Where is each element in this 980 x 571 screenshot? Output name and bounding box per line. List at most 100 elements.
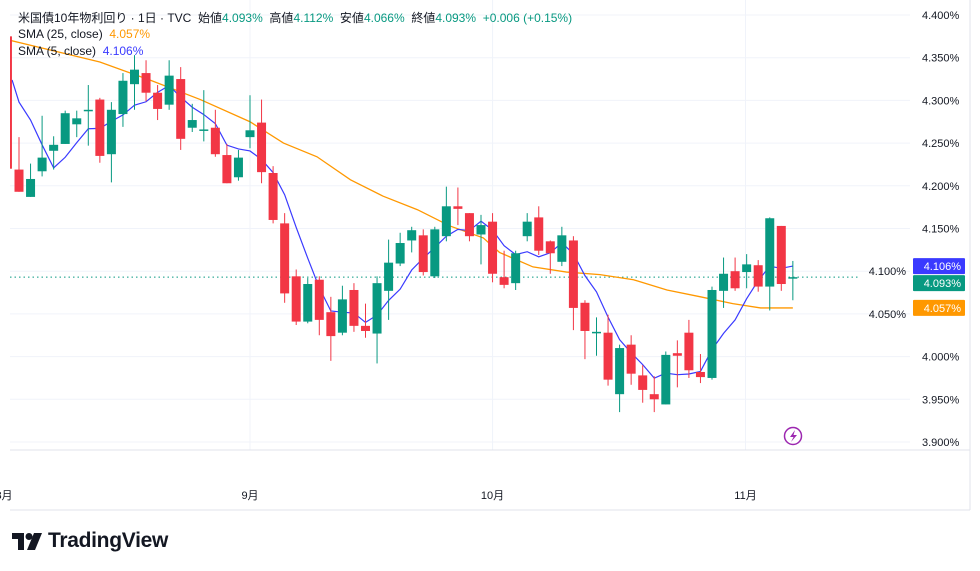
candle[interactable] [626,335,636,385]
candle[interactable] [26,163,36,197]
candle-body [649,394,659,400]
candle[interactable] [568,236,578,331]
candle[interactable] [545,240,555,274]
candle[interactable] [83,85,93,146]
candle[interactable] [349,283,359,332]
candle[interactable] [488,213,498,283]
candle[interactable] [522,213,532,242]
candle[interactable] [395,232,405,267]
y-tick-label: 3.950% [922,394,960,406]
candle[interactable] [233,149,243,181]
candle[interactable] [592,317,601,356]
candle[interactable] [118,73,128,127]
candle[interactable] [418,229,428,276]
high-label: 高値 [269,11,294,25]
candle[interactable] [407,226,417,253]
time-axis[interactable]: 8月 9月 10月 11月 [0,490,757,502]
candle[interactable] [661,351,671,405]
candle[interactable] [638,365,648,403]
candle[interactable] [730,257,740,291]
candle-body [499,277,509,285]
candle[interactable] [14,137,24,192]
candle[interactable] [453,187,463,226]
candle[interactable] [765,217,775,311]
candle[interactable] [37,115,47,177]
candle[interactable] [776,225,786,291]
candle[interactable] [291,269,301,326]
candle[interactable] [499,250,509,289]
candle[interactable] [176,67,186,150]
candle[interactable] [580,300,590,360]
sma25-value: 4.057% [109,27,151,41]
candle[interactable] [222,143,232,184]
candle[interactable] [742,254,752,289]
candle-body [568,240,578,308]
candle[interactable] [60,110,70,144]
candle[interactable] [603,314,613,386]
candle[interactable] [476,214,486,265]
candle[interactable] [615,344,625,413]
lightning-icon[interactable] [783,426,803,446]
candle-body [476,225,486,235]
candle[interactable] [268,166,278,224]
candle[interactable] [303,278,313,324]
price-label-bg [913,275,965,292]
y-tick-label: 4.150% [922,224,960,236]
candle-body [742,264,752,273]
candle[interactable] [164,60,174,110]
candle[interactable] [337,285,347,336]
candle-body [199,129,209,131]
candle[interactable] [384,239,394,320]
candle[interactable] [430,226,440,279]
candle-body [291,276,301,322]
candle[interactable] [130,55,139,110]
candle[interactable] [326,296,336,361]
candle[interactable] [106,102,116,183]
candle[interactable] [199,90,209,142]
candle[interactable] [707,286,717,380]
candle[interactable] [153,85,163,121]
candle[interactable] [557,226,567,267]
candle[interactable] [257,99,267,184]
sma5-legend[interactable]: SMA (5, close) 4.106% [18,44,143,58]
tradingview-logo[interactable]: TradingView [12,529,168,553]
candle[interactable] [245,95,255,149]
candle[interactable] [464,213,474,242]
symbol-legend[interactable]: 米国債10年物利回り · 1日 · TVC 始値4.093% 高値4.112% … [18,9,572,26]
candle[interactable] [3,32,12,173]
candle[interactable] [719,257,729,308]
candle[interactable] [534,206,544,255]
candle-body [488,221,498,274]
candle[interactable] [95,97,105,163]
candle[interactable] [314,276,324,336]
y-tick-label: 4.200% [922,181,960,193]
candle[interactable] [187,103,197,132]
candle[interactable] [511,250,521,290]
candle[interactable] [72,110,82,138]
candle[interactable] [361,303,370,338]
candle[interactable] [649,376,659,413]
candle[interactable] [141,60,151,102]
candle[interactable] [372,276,382,364]
price-axis[interactable]: 4.400% 4.350% 4.300% 4.250% 4.200% 4.150% 4.10… [869,10,965,449]
candle-body [626,344,636,374]
price-label: 4.106% [913,258,965,275]
candle-body [314,279,324,320]
candle[interactable] [280,213,290,303]
candle[interactable] [684,319,694,378]
candle[interactable] [753,260,763,292]
candle-body [280,223,290,294]
price-label-text: 4.093% [924,278,962,290]
candle[interactable] [672,340,682,388]
candle-body [384,262,394,291]
candle[interactable] [695,354,705,384]
plot-area[interactable] [1,32,860,413]
sma25-legend[interactable]: SMA (25, close) 4.057% [18,27,150,41]
candle[interactable] [49,136,59,170]
candle[interactable] [441,186,451,242]
candle-body [407,230,417,241]
candle[interactable] [788,260,798,301]
candle-body [14,169,24,192]
candle[interactable] [210,109,220,157]
